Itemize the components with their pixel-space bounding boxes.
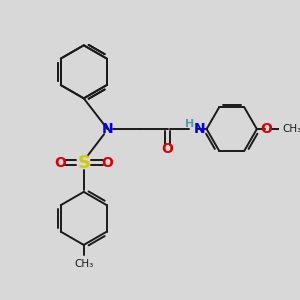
Text: O: O <box>162 142 173 156</box>
Text: O: O <box>54 156 66 170</box>
Text: N: N <box>102 122 113 136</box>
Text: O: O <box>102 156 113 170</box>
Text: S: S <box>77 154 90 172</box>
Text: CH₃: CH₃ <box>282 124 300 134</box>
Text: O: O <box>261 122 273 136</box>
Text: CH₃: CH₃ <box>74 259 93 269</box>
Text: N: N <box>194 122 206 136</box>
Text: H: H <box>185 119 194 129</box>
